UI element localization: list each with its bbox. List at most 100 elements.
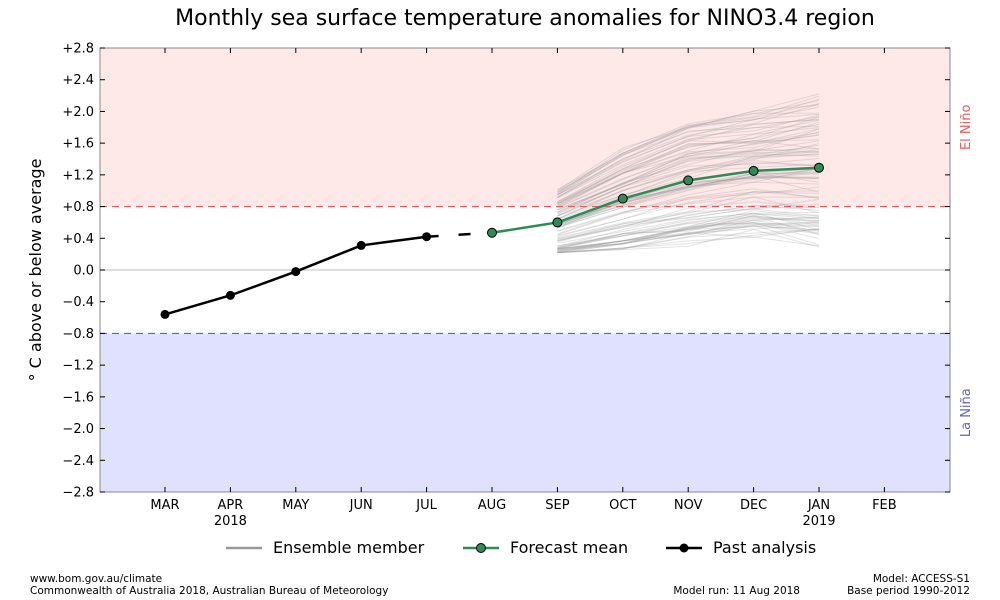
ensemble-member-line xyxy=(557,204,820,242)
ensemble-member-line xyxy=(557,212,820,251)
x-tick-label: JUN xyxy=(349,498,373,513)
ensemble-member-line xyxy=(557,216,820,250)
forecast-mean-line xyxy=(491,166,820,234)
axes: +2.8 +2.4 +2.0 +1.6 +1.2 +0.8 +0.4 0.0 −0.4 −0.8 −… xyxy=(62,42,951,529)
ensemble-member-line xyxy=(557,106,820,198)
ensemble-member-line xyxy=(557,232,820,254)
x-tick-label: MAR xyxy=(150,498,179,513)
forecast-mean-point xyxy=(748,165,759,176)
legend-past-label: Past analysis xyxy=(713,538,816,557)
ensemble-member-line xyxy=(557,181,820,232)
ensemble-member-line xyxy=(557,217,820,252)
ensemble-member-line xyxy=(557,134,820,209)
ensemble-member-line xyxy=(557,119,820,203)
ensemble-members xyxy=(557,93,820,254)
y-tick-label: +2.8 xyxy=(62,42,94,57)
ensemble-member-line xyxy=(557,143,820,217)
ensemble-member-line xyxy=(557,175,820,229)
ensemble-member-line xyxy=(557,215,820,249)
ensemble-member-line xyxy=(557,172,820,227)
footer-base-period: Base period 1990-2012 xyxy=(847,585,970,597)
ensemble-member-line xyxy=(557,160,820,217)
y-tick-label: −1.6 xyxy=(62,390,94,405)
ensemble-member-line xyxy=(557,113,820,196)
la-nina-band xyxy=(100,333,950,492)
past-analysis-point xyxy=(356,240,366,250)
footer-copyright: Commonwealth of Australia 2018, Australi… xyxy=(30,585,388,597)
ensemble-member-line xyxy=(557,172,820,227)
ensemble-member-line xyxy=(557,152,820,215)
forecast-mean-point xyxy=(617,193,628,204)
footer-model-run: Model run: 11 Aug 2018 xyxy=(673,585,800,597)
legend-ensemble-label: Ensemble member xyxy=(273,538,425,557)
forecast-mean-point xyxy=(814,162,824,173)
ensemble-member-line xyxy=(557,229,820,254)
ensemble-member-line xyxy=(557,140,820,214)
forecast-mean-point xyxy=(552,217,563,228)
ensemble-member-line xyxy=(557,104,820,191)
ensemble-member-line xyxy=(557,125,820,199)
ensemble-member-line xyxy=(557,163,820,221)
legend-forecast-marker xyxy=(476,543,486,553)
chart-title: Monthly sea surface temperature anomalie… xyxy=(175,6,875,31)
x-tick-label: MAY xyxy=(282,498,309,513)
ensemble-member-line xyxy=(557,188,820,232)
ensemble-member-line xyxy=(557,103,820,191)
ensemble-member-line xyxy=(557,190,820,236)
y-tick-label: +0.4 xyxy=(62,232,94,247)
legend: Ensemble member Forecast mean Past analy… xyxy=(226,538,816,557)
ensemble-member-line xyxy=(557,198,820,243)
ensemble-member-line xyxy=(557,132,820,205)
ensemble-member-line xyxy=(557,139,820,211)
ensemble-member-line xyxy=(557,212,820,250)
plot-background xyxy=(100,48,950,492)
y-tick-label: −0.8 xyxy=(62,327,94,342)
ensemble-member-line xyxy=(557,190,820,239)
ensemble-member-line xyxy=(557,225,820,251)
ensemble-member-line xyxy=(557,208,820,242)
x-tick-label: APR xyxy=(218,498,244,513)
ensemble-member-line xyxy=(557,93,820,195)
ensemble-member-line xyxy=(557,134,820,206)
ensemble-member-line xyxy=(557,158,820,217)
x-tick-label: AUG xyxy=(478,498,506,513)
ensemble-member-line xyxy=(557,219,820,251)
ensemble-member-line xyxy=(557,196,820,236)
ensemble-member-line xyxy=(557,224,820,254)
ensemble-member-line xyxy=(557,222,820,254)
ensemble-member-line xyxy=(557,196,820,240)
ensemble-member-line xyxy=(557,209,820,247)
ensemble-member-line xyxy=(557,215,820,253)
ensemble-member-line xyxy=(557,224,820,253)
y-tick-label: −0.4 xyxy=(62,295,94,310)
y-tick-label: −1.2 xyxy=(62,359,94,374)
ensemble-member-line xyxy=(557,123,820,207)
ensemble-member-line xyxy=(557,116,820,196)
ensemble-member-line xyxy=(557,221,820,250)
forecast-mean-point xyxy=(487,227,497,238)
ensemble-member-line xyxy=(557,223,820,250)
ensemble-member-line xyxy=(557,216,820,250)
ensemble-member-line xyxy=(557,221,820,250)
ensemble-member-line xyxy=(557,118,820,203)
x-tick-label: JUL xyxy=(415,498,437,513)
y-tick-label: +1.6 xyxy=(62,137,94,152)
ensemble-member-line xyxy=(557,175,820,229)
x-tick-label: DEC xyxy=(740,498,767,513)
ensemble-member-line xyxy=(557,114,820,198)
forecast-mean-point xyxy=(683,175,694,186)
ensemble-member-line xyxy=(557,223,820,250)
ensemble-member-line xyxy=(557,221,820,254)
ensemble-member-line xyxy=(557,103,820,196)
el-nino-band xyxy=(100,48,950,207)
ensemble-member-line xyxy=(557,144,820,211)
ensemble-member-line xyxy=(557,214,820,247)
y-tick-label: −2.0 xyxy=(62,422,94,437)
series-lines xyxy=(160,162,824,319)
ensemble-member-line xyxy=(557,171,820,228)
ensemble-member-line xyxy=(557,172,820,227)
y-tick-label: −2.8 xyxy=(62,486,94,501)
ensemble-member-line xyxy=(557,139,820,205)
past-analysis-point xyxy=(291,267,301,277)
